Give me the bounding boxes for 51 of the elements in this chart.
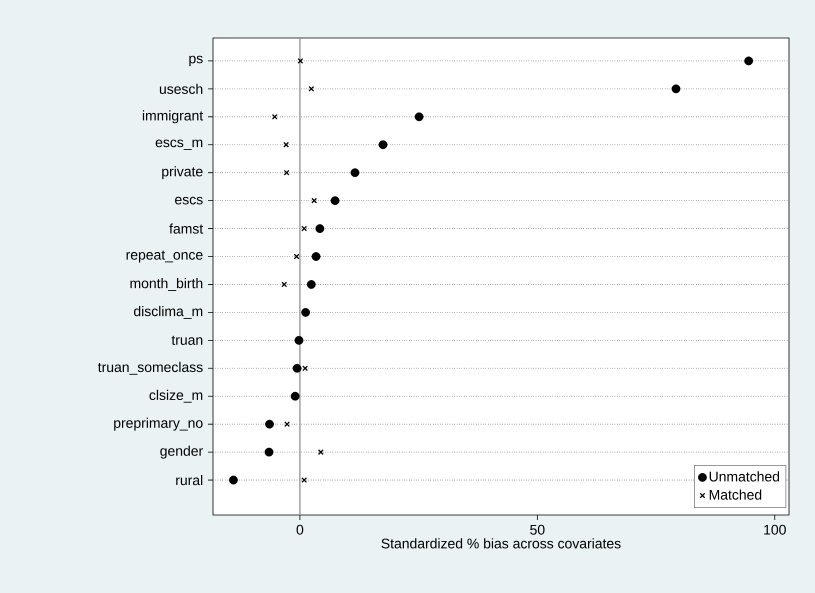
point bbox=[315, 224, 324, 233]
point bbox=[301, 308, 310, 317]
legend-label: Matched bbox=[710, 489, 762, 500]
y-tick-label: usesch bbox=[160, 84, 202, 94]
point bbox=[292, 364, 302, 373]
x-tick-label: 100 bbox=[764, 524, 786, 535]
y-tick-label: repeat_once bbox=[126, 250, 203, 262]
y-tick-label: preprimary_no bbox=[114, 418, 203, 431]
y-tick-label: ps bbox=[189, 56, 203, 66]
point bbox=[302, 365, 308, 372]
point bbox=[301, 226, 308, 232]
y-tick-label: escs bbox=[175, 196, 203, 204]
point bbox=[312, 252, 320, 261]
x-axis-title: Standardized % bias across covariates bbox=[381, 538, 621, 548]
point bbox=[229, 476, 238, 484]
x-tick-label: 50 bbox=[530, 524, 545, 535]
point bbox=[297, 58, 304, 64]
point bbox=[284, 421, 290, 428]
point bbox=[308, 86, 314, 92]
point bbox=[294, 254, 300, 260]
point bbox=[265, 420, 274, 429]
y-tick-label: famst bbox=[169, 223, 204, 234]
legend-label: Unmatched bbox=[710, 471, 780, 482]
point bbox=[264, 448, 274, 456]
point bbox=[414, 112, 424, 122]
point bbox=[330, 196, 340, 206]
y-tick-label: immigrant bbox=[142, 110, 204, 124]
point bbox=[283, 142, 290, 148]
y-tick-label: rural bbox=[176, 474, 202, 486]
point bbox=[284, 170, 290, 176]
y-tick-label: truan_someclass bbox=[98, 362, 203, 375]
point bbox=[272, 114, 278, 120]
y-tick-label: gender bbox=[160, 446, 203, 459]
point bbox=[350, 168, 360, 178]
y-tick-label: clsize_m bbox=[150, 390, 202, 403]
point bbox=[301, 477, 308, 483]
y-tick-label: escs_m bbox=[156, 140, 202, 150]
y-tick-label: month_birth bbox=[130, 278, 202, 291]
point bbox=[672, 84, 680, 94]
y-tick-label: private bbox=[162, 166, 203, 180]
point bbox=[290, 392, 300, 401]
point bbox=[318, 449, 324, 456]
x-tick-label: 0 bbox=[296, 524, 304, 535]
point bbox=[294, 336, 304, 345]
point bbox=[281, 282, 288, 288]
point bbox=[306, 280, 316, 289]
point bbox=[378, 140, 388, 150]
point bbox=[311, 198, 318, 204]
y-tick-label: disclima_m bbox=[134, 306, 202, 319]
point bbox=[744, 56, 754, 66]
y-tick-label: truan bbox=[172, 336, 202, 345]
